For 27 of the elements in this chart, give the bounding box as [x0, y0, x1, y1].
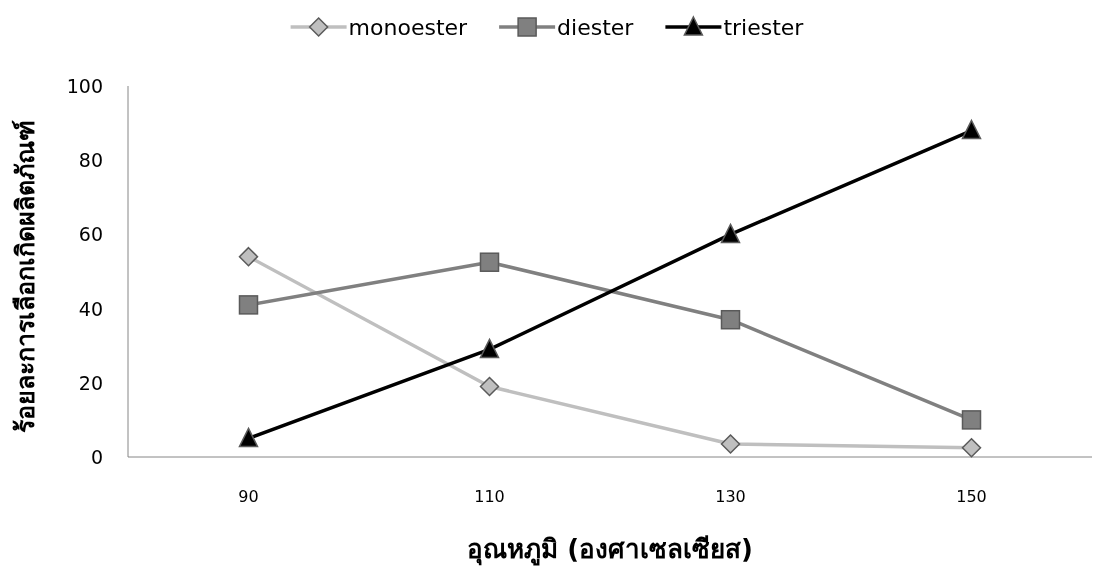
point — [720, 434, 741, 454]
point — [238, 246, 259, 267]
y-axis-title: ร้อยละการเลือกเกิดผลิตภัณฑ์ — [11, 120, 40, 433]
point — [961, 437, 982, 458]
x-tick-label: 90 — [238, 487, 259, 506]
x-tick-label: 110 — [474, 487, 505, 506]
x-axis-title: อุณหภูมิ (องศาเซลเซียส) — [467, 534, 753, 566]
point — [720, 223, 741, 244]
point — [720, 309, 741, 330]
x-tick-label: 150 — [956, 487, 987, 506]
point — [961, 410, 982, 430]
y-tick-label: 100 — [66, 75, 103, 97]
legend-label: monoester — [348, 15, 469, 40]
legend-label: diester — [557, 15, 635, 40]
point — [479, 338, 500, 359]
point — [238, 427, 259, 448]
point — [479, 252, 500, 272]
x-tick-label: 130 — [715, 487, 746, 506]
point — [238, 295, 259, 315]
y-tick-label: 40 — [78, 297, 103, 320]
y-tick-label: 60 — [78, 223, 103, 246]
point — [961, 119, 982, 140]
y-tick-label: 20 — [78, 371, 103, 394]
y-tick-label: 80 — [78, 149, 103, 172]
legend-label: triester — [723, 15, 805, 40]
y-tick-label: 0 — [90, 446, 103, 468]
point — [479, 376, 500, 397]
